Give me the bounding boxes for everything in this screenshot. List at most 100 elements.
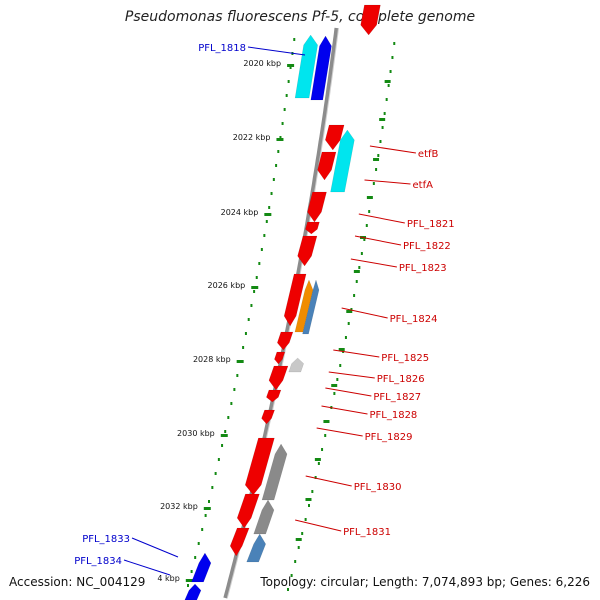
ruler-dot <box>289 66 292 69</box>
ruler-major-tick <box>203 507 211 510</box>
gene-feature-pfl1825[interactable] <box>277 331 294 351</box>
gene-feature-pfl1824[interactable] <box>283 273 307 327</box>
ruler-label: 2028 kbp <box>193 355 231 364</box>
gene-feature-pfl1822[interactable] <box>305 221 320 235</box>
gene-feature-pfl1828[interactable] <box>266 389 282 403</box>
ruler-dot <box>224 430 227 433</box>
gene-label-pfl-1829[interactable]: PFL_1829 <box>365 432 413 443</box>
gene-label-pfl-1823[interactable]: PFL_1823 <box>399 263 447 274</box>
ruler-dot <box>297 546 300 549</box>
gene-feature-pfl1824-steel[interactable] <box>302 279 320 335</box>
ruler-major-tick <box>276 138 284 141</box>
ruler-label: 2032 kbp <box>160 502 198 511</box>
ruler-dash <box>366 196 373 199</box>
gene-feature-pfl1831a[interactable] <box>236 493 260 529</box>
ruler-label: 2020 kbp <box>243 59 281 68</box>
tick-dots <box>186 38 396 591</box>
gene-label-pfl-1827[interactable]: PFL_1827 <box>373 392 421 403</box>
ruler-dot <box>301 532 304 535</box>
ruler-dash <box>295 538 302 541</box>
ruler-major-tick <box>287 64 295 67</box>
gene-label-leader <box>350 258 397 268</box>
ruler-dash <box>305 498 312 501</box>
ruler-dot <box>208 500 210 503</box>
gene-feature-pfl1830[interactable] <box>244 437 275 496</box>
ruler-dot <box>285 94 288 97</box>
gene-feature-pfl1818-cyan[interactable] <box>294 34 318 99</box>
gene-features[interactable] <box>184 4 381 600</box>
ruler-dot <box>197 542 200 545</box>
gene-feature-pfl1824-orange[interactable] <box>294 279 314 333</box>
gene-label-leader <box>321 405 368 415</box>
ruler-dot <box>279 136 282 139</box>
gene-label-pfl-1825[interactable]: PFL_1825 <box>381 353 429 364</box>
ruler-dot <box>255 276 258 279</box>
ruler-dot <box>186 584 189 587</box>
gene-label-leader <box>333 349 380 358</box>
gene-feature-pfl1831-grey[interactable] <box>253 499 275 535</box>
gene-label-leader <box>247 46 306 56</box>
gene-feature-etfa-cyan[interactable] <box>330 129 355 193</box>
gene-label-leader <box>369 145 416 154</box>
ruler-major-tick <box>236 360 244 363</box>
ruler-dot <box>383 112 386 115</box>
gene-label-etfb[interactable]: etfB <box>418 149 439 160</box>
ruler-dash <box>346 310 353 313</box>
ruler-dot <box>258 262 261 265</box>
ruler-dot <box>250 304 253 307</box>
gene-feature-pfl1818[interactable] <box>310 35 332 101</box>
ruler-dot <box>204 514 207 517</box>
gene-label-leader <box>295 519 342 532</box>
ruler-dot <box>294 560 297 563</box>
ruler-dot <box>353 294 356 297</box>
gene-label-pfl-1831[interactable]: PFL_1831 <box>343 527 391 538</box>
ruler-dot <box>336 378 339 381</box>
ruler-dot <box>253 290 256 293</box>
gene-feature-pfl1826-grey[interactable] <box>288 357 304 373</box>
gene-label-pfl-1822[interactable]: PFL_1822 <box>403 241 451 252</box>
gene-feature-pfl1821[interactable] <box>307 191 327 223</box>
gene-label-pfl-1818[interactable]: PFL_1818 <box>198 43 246 54</box>
gene-feature-pfl1829[interactable] <box>261 409 275 425</box>
ruler-dot <box>293 38 296 41</box>
accession-text: Accession: NC_004129 <box>9 575 146 589</box>
gene-label-pfl-1833[interactable]: PFL_1833 <box>82 534 130 545</box>
ruler-dot <box>201 528 204 531</box>
ruler-dot <box>211 486 214 489</box>
ruler-dot <box>190 570 193 573</box>
ruler-dash <box>323 420 330 423</box>
gene-labels[interactable]: etfB etfA PFL_1821 PFL_1822 PFL_1823 PFL_1824… <box>74 43 455 576</box>
gene-feature-pfl1831-steel[interactable] <box>246 533 266 563</box>
gene-feature-top[interactable] <box>360 4 381 36</box>
gene-label-etfa[interactable]: etfA <box>413 180 434 191</box>
gene-feature-etfa[interactable] <box>317 151 337 181</box>
gene-label-pfl-1821[interactable]: PFL_1821 <box>407 219 455 230</box>
gene-label-pfl-1834[interactable]: PFL_1834 <box>74 556 122 567</box>
gene-label-leader <box>325 387 372 397</box>
ruler-dot <box>379 140 382 143</box>
gene-feature-pfl1827[interactable] <box>268 365 289 391</box>
gene-label-pfl-1830[interactable]: PFL_1830 <box>354 482 402 493</box>
gene-feature-etfb[interactable] <box>325 124 345 151</box>
ruler-label: 2022 kbp <box>233 133 271 142</box>
gene-label-pfl-1826[interactable]: PFL_1826 <box>377 374 425 385</box>
gene-label-pfl-1824[interactable]: PFL_1824 <box>390 314 438 325</box>
gene-label-pfl-1828[interactable]: PFL_1828 <box>369 410 417 421</box>
gene-feature-pfl1831b[interactable] <box>229 527 250 557</box>
gene-feature-pfl1834[interactable] <box>184 583 202 600</box>
ruler-label: 4 kbp <box>157 574 179 583</box>
gene-feature-pfl1833[interactable] <box>191 552 212 583</box>
ruler-dot <box>350 308 353 311</box>
gene-feature-pfl1823[interactable] <box>297 235 318 267</box>
ruler-dash <box>314 458 321 461</box>
ruler-dot <box>304 518 307 521</box>
ruler-dot <box>360 252 363 255</box>
ruler-dot <box>275 164 278 167</box>
ruler-dot <box>236 374 239 377</box>
ruler-dot <box>344 336 347 339</box>
ruler-dot <box>230 402 233 405</box>
ruler-dot <box>265 220 268 223</box>
ruler-dot <box>290 574 293 577</box>
gene-feature-pfl1826[interactable] <box>274 351 286 365</box>
